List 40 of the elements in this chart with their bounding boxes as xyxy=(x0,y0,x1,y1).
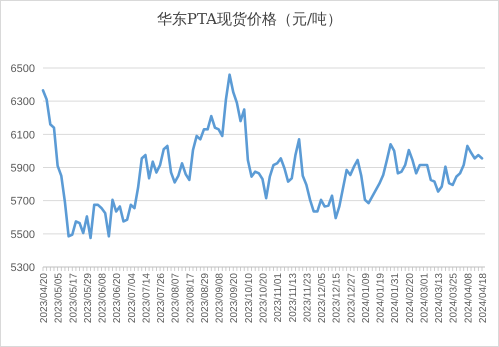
x-tick-label: 2024/01/09 xyxy=(360,272,372,324)
x-tick-label: 2023/07/04 xyxy=(126,272,138,324)
x-tick-label: 2024/03/13 xyxy=(434,272,446,324)
x-tick-label: 2023/10/20 xyxy=(258,272,270,324)
x-tick-label: 2023/06/08 xyxy=(98,272,109,324)
x-tick-label: 2023/07/26 xyxy=(156,272,168,324)
y-tick-label: 6300 xyxy=(10,96,35,108)
x-tick-label: 2023/04/20 xyxy=(39,272,50,324)
x-tick-label: 2023/11/01 xyxy=(273,272,284,322)
x-tick-label: 2023/12/15 xyxy=(332,272,343,324)
x-tick-label: 2023/08/29 xyxy=(200,272,211,324)
x-tick-label: 2024/01/19 xyxy=(376,272,387,324)
x-tick-label: 2023/06/20 xyxy=(112,272,124,324)
line-series xyxy=(42,73,484,240)
y-tick-label: 5900 xyxy=(10,162,35,174)
x-tick-label: 2023/05/17 xyxy=(68,272,80,324)
x-tick-label: 2024/03/25 xyxy=(448,272,460,324)
x-tick-label: 2023/12/27 xyxy=(346,272,358,324)
x-tick-label: 2023/09/08 xyxy=(214,272,226,324)
x-tick-label: 2023/05/29 xyxy=(82,272,94,324)
y-tick-label: 5500 xyxy=(10,228,35,241)
y-tick-label: 6100 xyxy=(10,129,35,142)
x-tick-label: 2023/11/23 xyxy=(302,272,314,322)
chart-title: 华东PTA现货价格（元/吨） xyxy=(156,10,342,28)
x-tick-label: 2024/02/20 xyxy=(404,272,416,324)
x-tick-label: 2023/07/14 xyxy=(141,272,152,324)
x-tick-label: 2023/08/07 xyxy=(170,272,182,324)
x-tick-label: 2024/04/08 xyxy=(463,272,474,324)
x-tick-label: 2024/03/01 xyxy=(419,272,430,324)
x-tick-label: 2024/01/31 xyxy=(390,272,402,324)
x-tick-label: 2023/08/17 xyxy=(185,272,196,324)
x-tick-label: 2023/10/10 xyxy=(244,272,255,324)
x-tick-label: 2023/09/20 xyxy=(229,272,240,324)
x-tick-label: 2023/12/05 xyxy=(317,272,328,324)
x-tick-label: 2024/04/18 xyxy=(478,272,489,324)
x-tick-label: 2023/11/13 xyxy=(288,272,299,322)
y-tick-label: 5300 xyxy=(10,262,35,274)
y-tick-label: 5700 xyxy=(10,196,35,208)
x-tick-label: 2023/05/05 xyxy=(54,272,65,324)
y-tick-label: 6500 xyxy=(10,63,35,75)
